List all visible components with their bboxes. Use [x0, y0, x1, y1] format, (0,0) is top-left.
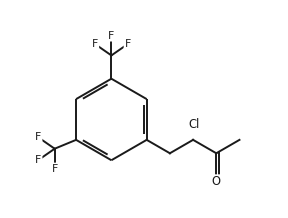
Text: Cl: Cl: [189, 118, 200, 131]
Text: F: F: [35, 132, 41, 142]
Text: F: F: [52, 164, 58, 174]
Text: F: F: [124, 39, 131, 49]
Text: F: F: [108, 31, 115, 41]
Text: F: F: [35, 155, 41, 165]
Text: F: F: [92, 39, 98, 49]
Text: O: O: [212, 175, 221, 188]
